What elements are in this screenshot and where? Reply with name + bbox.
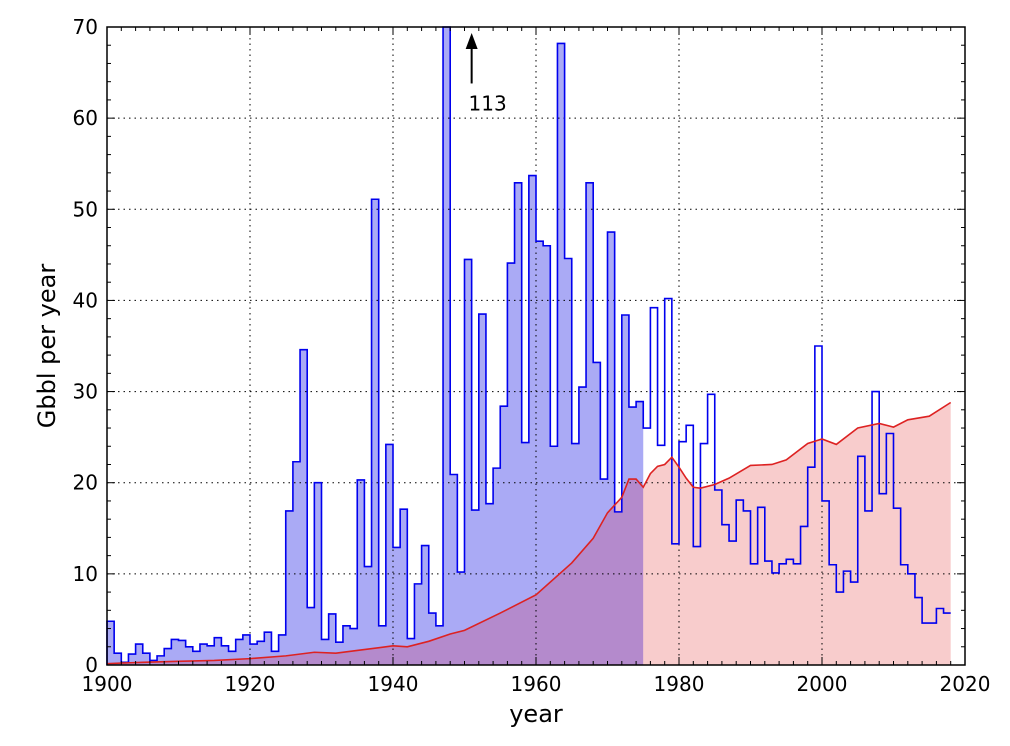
- y-tick-label: 10: [73, 562, 98, 586]
- y-tick-label: 0: [85, 653, 98, 677]
- discovery-fill-area: [107, 27, 644, 665]
- production-fill-pink: [643, 402, 951, 665]
- annotation-arrow-head: [465, 33, 478, 49]
- x-axis-label: year: [509, 700, 563, 728]
- fill-layer: [107, 27, 951, 665]
- x-tick-label: 2020: [940, 672, 991, 696]
- production-fill-overlap: [107, 479, 644, 665]
- y-tick-label: 20: [73, 471, 98, 495]
- x-tick-label: 1980: [654, 672, 705, 696]
- y-tick-label: 60: [73, 106, 98, 130]
- x-tick-label: 2000: [797, 672, 848, 696]
- x-tick-label: 1960: [511, 672, 562, 696]
- annotation-label: 113: [469, 91, 507, 115]
- tick-labels: 1900 1920 1940 1960 1980 2000 2020 0 10 20 30 40 50 6…: [73, 15, 991, 696]
- discovery-step-line: [106, 26, 951, 665]
- plot-frame: [106, 26, 966, 666]
- overflow-annotation: 113: [465, 33, 507, 115]
- x-tick-label: 1900: [82, 672, 133, 696]
- y-tick-label: 50: [73, 197, 98, 221]
- y-tick-label: 30: [73, 380, 98, 404]
- series-lines: [106, 26, 952, 665]
- y-axis-label: Gbbl per year: [33, 264, 61, 429]
- x-tick-label: 1940: [368, 672, 419, 696]
- production-line: [106, 401, 952, 665]
- x-tick-label: 1920: [225, 672, 276, 696]
- y-tick-label: 40: [73, 288, 98, 312]
- y-tick-label: 70: [73, 15, 98, 39]
